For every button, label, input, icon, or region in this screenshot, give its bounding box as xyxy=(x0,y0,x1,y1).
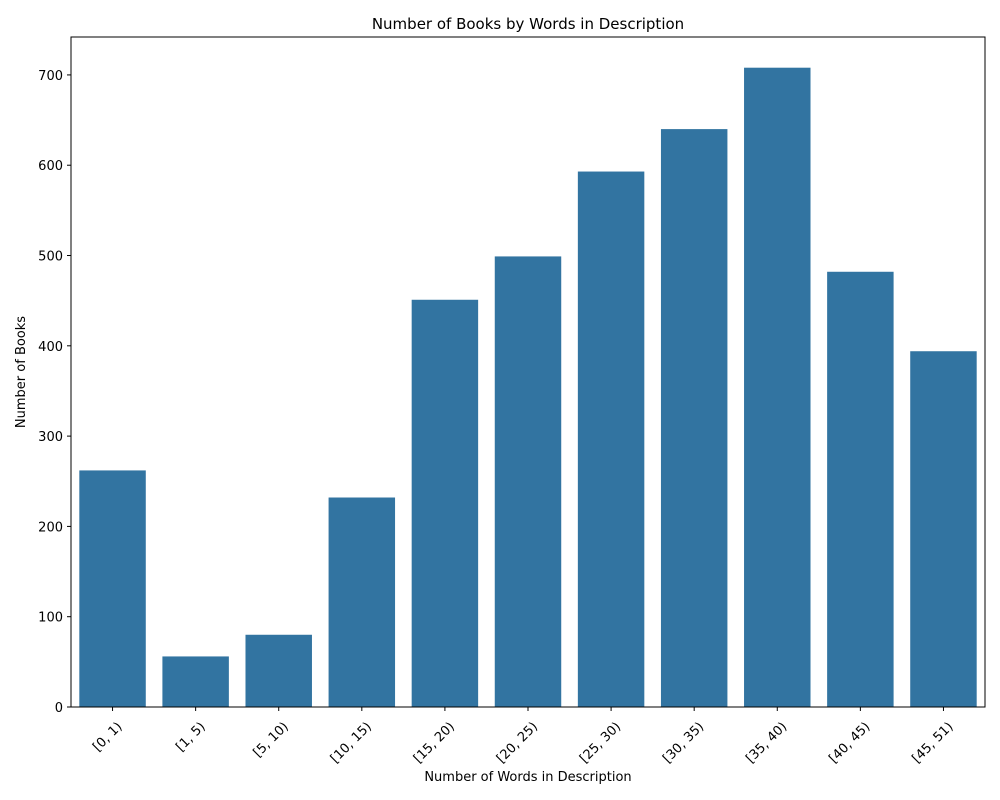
bar-0 xyxy=(79,470,146,707)
bar-8 xyxy=(744,67,811,707)
x-tick-label-1: [1, 5) xyxy=(173,719,208,754)
bars-group xyxy=(79,67,977,708)
bar-6 xyxy=(577,171,645,708)
plot-frame xyxy=(70,36,986,708)
y-axis: 0 100 200 300 400 500 600 700 xyxy=(38,69,71,716)
y-tick-label-1: 100 xyxy=(38,611,63,626)
y-tick-label-3: 300 xyxy=(38,430,63,445)
y-axis-title: Number of Books xyxy=(14,316,29,428)
bar-9 xyxy=(827,271,894,707)
x-axis: [0, 1) [1, 5) [5, 10) [10, 15) [15, 20) [20, … xyxy=(90,707,957,766)
x-axis-title: Number of Words in Description xyxy=(424,770,631,785)
x-tick-label-6: [25, 30) xyxy=(577,719,624,766)
bar-7 xyxy=(660,129,728,708)
bar-10 xyxy=(910,351,977,707)
chart-title: Number of Books by Words in Description xyxy=(372,15,684,33)
x-tick-label-9: [40, 45) xyxy=(826,719,873,766)
x-tick-label-0: [0, 1) xyxy=(90,719,125,754)
y-tick-label-0: 0 xyxy=(55,701,63,716)
x-tick-label-7: [30, 35) xyxy=(660,719,707,766)
y-tick-label-7: 700 xyxy=(38,69,63,84)
bar-3 xyxy=(328,497,396,707)
x-tick-label-8: [35, 40) xyxy=(743,719,790,766)
y-tick-label-2: 200 xyxy=(38,520,63,535)
x-tick-label-5: [20, 25) xyxy=(494,719,541,766)
bar-1 xyxy=(162,656,229,707)
x-tick-label-10: [45, 51) xyxy=(909,719,956,766)
y-tick-label-4: 400 xyxy=(38,340,63,355)
y-tick-label-5: 500 xyxy=(38,250,63,265)
bar-4 xyxy=(411,299,479,707)
x-tick-label-2: [5, 10) xyxy=(251,719,292,760)
x-tick-label-4: [15, 20) xyxy=(411,719,458,766)
y-tick-label-6: 600 xyxy=(38,159,63,174)
bar-2 xyxy=(245,634,312,707)
x-tick-label-3: [10, 15) xyxy=(328,719,375,766)
bar-5 xyxy=(494,256,562,707)
